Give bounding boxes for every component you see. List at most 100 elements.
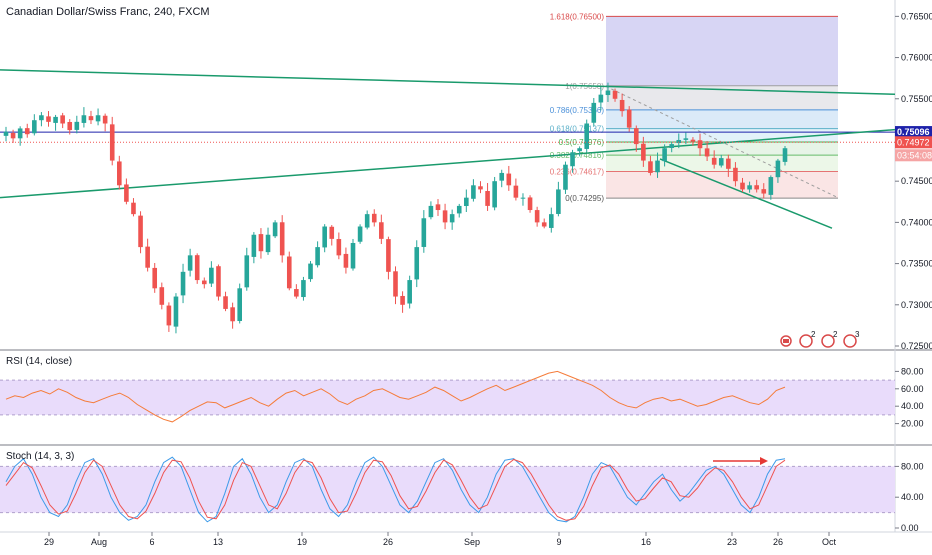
event-badge-count: 2: [811, 330, 816, 339]
candle-body: [747, 185, 752, 190]
candle-body: [180, 271, 186, 296]
candle-body: [456, 205, 462, 214]
candle-body: [131, 202, 136, 215]
stoch-tick-label: 40.00: [901, 492, 924, 502]
event-badge-icon: [821, 334, 835, 348]
time-tick-label: 6: [149, 537, 154, 547]
descending-trendline: [0, 69, 896, 95]
candle-body: [138, 215, 143, 248]
candle-body: [95, 115, 101, 122]
candle-body: [102, 115, 108, 124]
candle-body: [117, 161, 122, 186]
candle-body: [697, 140, 703, 149]
fib-zone: [606, 109, 838, 129]
stoch-tick-label: 0.00: [901, 523, 919, 533]
candle-body: [414, 247, 420, 280]
candle-body: [124, 184, 129, 202]
candle-body: [428, 205, 434, 218]
price-tick-label: 0.74500: [901, 176, 932, 186]
candle-body: [768, 177, 774, 195]
countdown-tag: [895, 149, 932, 162]
candle-body: [279, 222, 285, 256]
rsi-tick-label: 40.00: [901, 401, 924, 411]
candle-body: [626, 109, 632, 128]
candle-body: [209, 267, 214, 284]
candle-body: [492, 181, 497, 208]
time-tick-label: 9: [556, 537, 561, 547]
current-price-label: 0.74972: [897, 137, 930, 147]
candle-body: [74, 121, 80, 130]
rsi-tick-label: 20.00: [901, 419, 924, 429]
time-tick-label: 29: [44, 537, 54, 547]
price-tick-label: 0.73500: [901, 259, 932, 269]
rsi-tick-label: 80.00: [901, 366, 924, 376]
candle-body: [464, 197, 469, 207]
candle-body: [775, 160, 781, 178]
candle-body: [187, 255, 193, 271]
candle-body: [159, 287, 165, 305]
candle-body: [534, 210, 540, 223]
event-badge-count: 2: [833, 330, 838, 339]
candle-body: [570, 152, 575, 167]
time-tick-label: 23: [727, 537, 737, 547]
candle-body: [619, 99, 625, 112]
time-tick-label: Oct: [822, 537, 837, 547]
price-tick-label: 0.75500: [901, 94, 932, 104]
candle-body: [584, 123, 590, 149]
price-tick-label: 0.72500: [901, 341, 932, 351]
stoch-tick-label: 80.00: [901, 461, 924, 471]
candle-body: [740, 182, 745, 190]
candle-body: [46, 116, 51, 122]
candle-body: [322, 226, 327, 248]
candle-body: [32, 120, 37, 134]
candle-body: [563, 164, 568, 190]
candle-body: [421, 218, 427, 247]
candle-body: [301, 280, 306, 298]
time-tick-label: 16: [641, 537, 651, 547]
candle-body: [223, 296, 228, 309]
candle-body: [676, 139, 682, 144]
time-tick-label: 13: [213, 537, 223, 547]
candle-body: [527, 197, 533, 211]
fib-zone: [606, 16, 838, 86]
candle-body: [591, 102, 597, 123]
candle-body: [662, 148, 667, 162]
candle-body: [520, 197, 526, 199]
candle-body: [39, 115, 44, 121]
candle-body: [216, 266, 221, 297]
price-tick-label: 0.73000: [901, 300, 932, 310]
countdown-label: 03:54:08: [897, 150, 932, 160]
line-price-tag: [895, 126, 932, 139]
candle-body: [442, 210, 448, 223]
event-badge-icon: [843, 334, 857, 348]
stoch-d-line: [5, 458, 786, 521]
event-badge-icon: [799, 334, 813, 348]
candle-body: [364, 214, 370, 228]
candle-body: [294, 289, 299, 297]
fib-level-label: 0.786(0.75366): [550, 106, 605, 115]
candle-body: [683, 138, 689, 140]
rsi-label: RSI (14, close): [6, 356, 72, 367]
candle-body: [194, 255, 200, 281]
candle-body: [237, 288, 243, 321]
candle-body: [733, 167, 738, 182]
candle-body: [67, 121, 73, 131]
candle-body: [605, 90, 611, 96]
fib-level-label: 0.236(0.74617): [550, 168, 605, 177]
line-price-label: 0.75096: [897, 127, 930, 137]
candle-body: [379, 222, 384, 239]
candle-body: [499, 172, 505, 181]
time-tick-label: 26: [773, 537, 783, 547]
rsi-line: [5, 370, 786, 423]
candle-body: [633, 128, 639, 145]
channel-trendline: [659, 158, 833, 229]
candle-body: [641, 143, 646, 161]
time-tick-label: Sep: [464, 537, 480, 547]
candle-body: [556, 189, 561, 214]
candle-body: [655, 160, 660, 173]
candle-body: [350, 242, 356, 269]
candle-body: [435, 204, 441, 211]
candle-body: [329, 226, 335, 239]
